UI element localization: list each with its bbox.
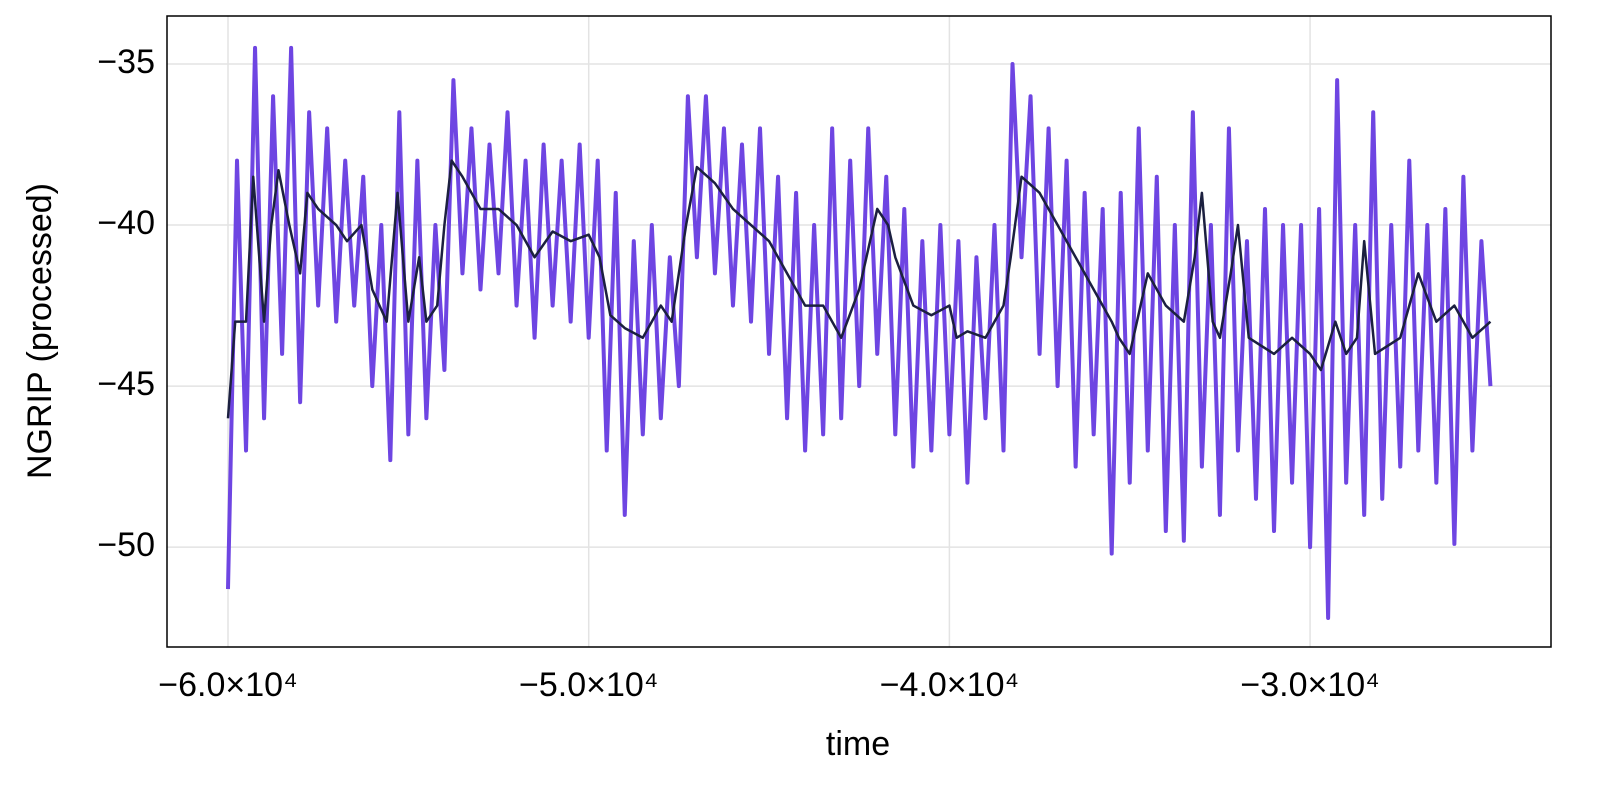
y-tick-label: −45 bbox=[97, 365, 155, 403]
x-axis-label: time bbox=[826, 725, 890, 763]
y-axis-label: NGRIP (processed) bbox=[21, 183, 59, 479]
y-tick-label: −40 bbox=[97, 204, 155, 242]
x-tick-label: −6.0×10⁴ bbox=[158, 666, 297, 704]
y-tick-label: −50 bbox=[97, 526, 155, 564]
x-tick-label: −3.0×10⁴ bbox=[1240, 666, 1379, 704]
x-tick-label: −5.0×10⁴ bbox=[519, 666, 658, 704]
plot-frame bbox=[166, 15, 1552, 648]
data-line bbox=[225, 45, 1493, 621]
y-tick-label: −35 bbox=[97, 43, 155, 81]
x-tick-label: −4.0×10⁴ bbox=[880, 666, 1019, 704]
data-line bbox=[226, 159, 1492, 419]
